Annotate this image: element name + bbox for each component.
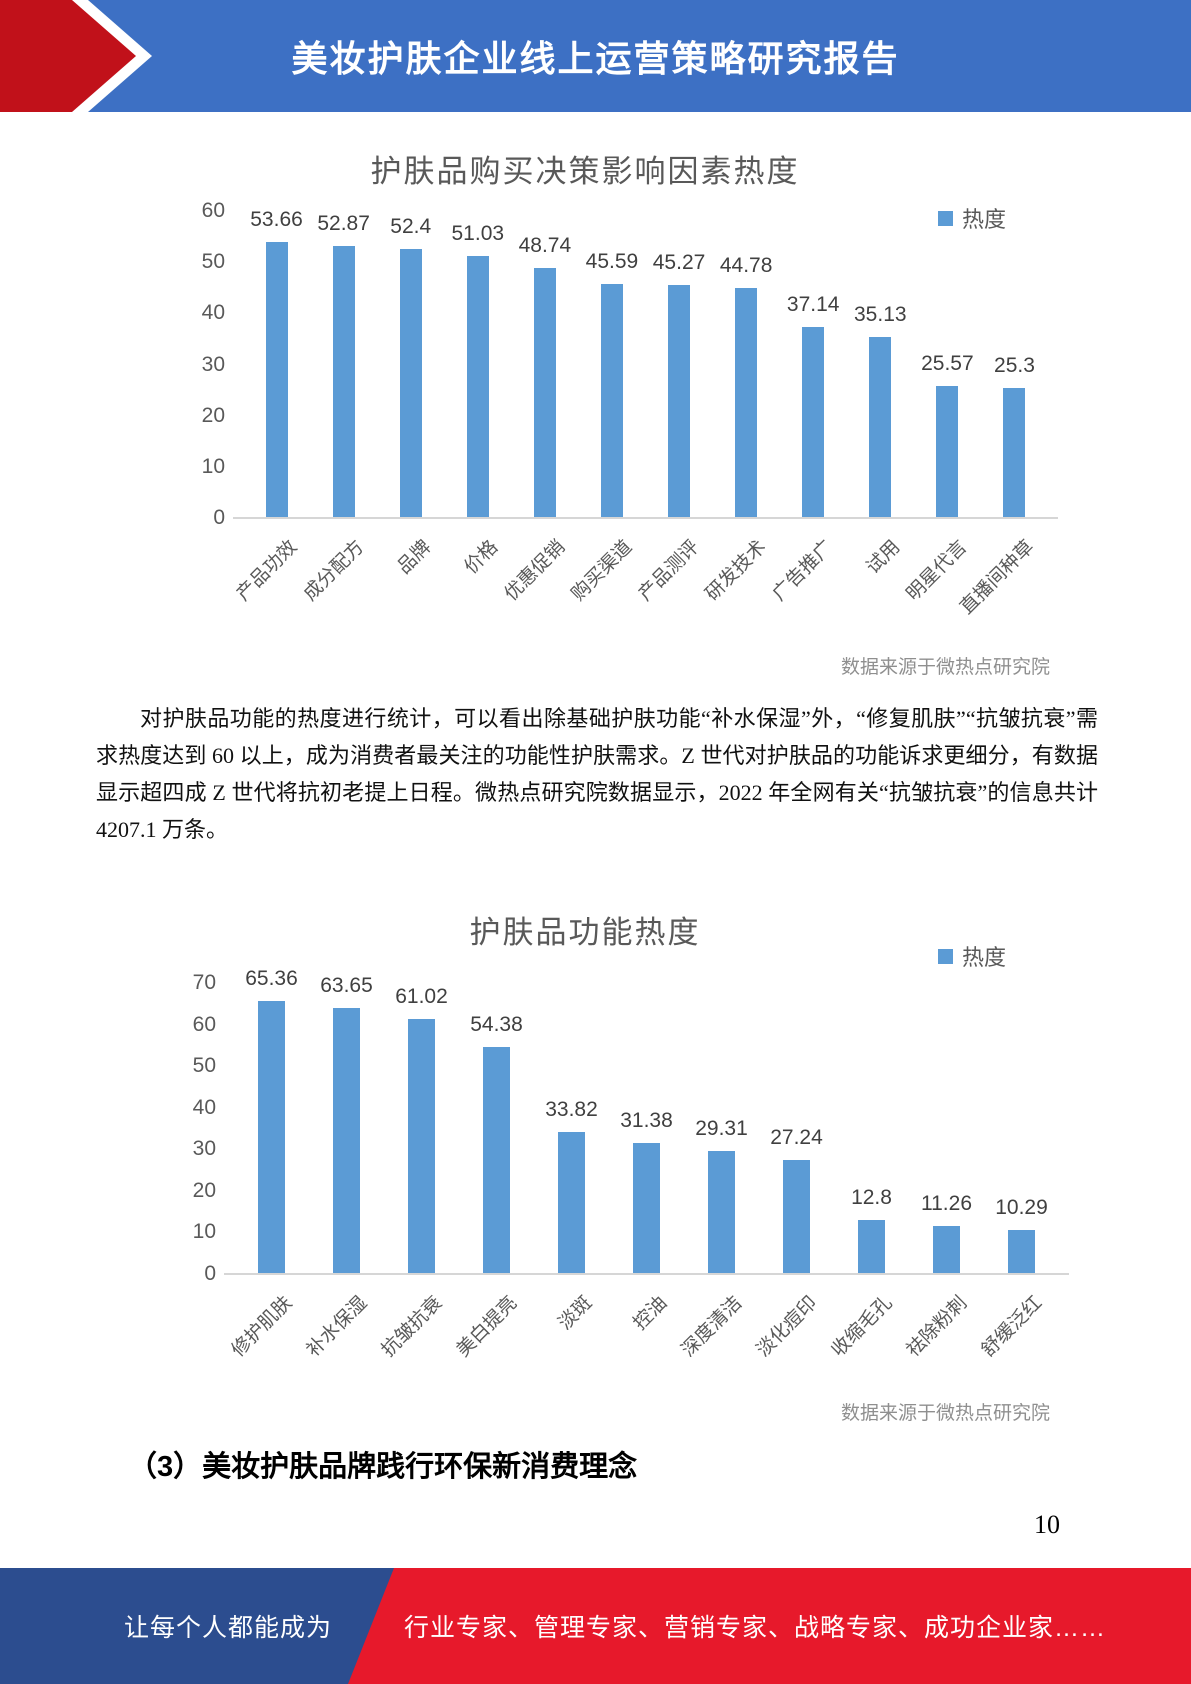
page-header: 美妆护肤企业线上运营策略研究报告: [0, 0, 1191, 112]
bar-value-label: 63.65: [320, 974, 373, 998]
section-heading: （3）美妆护肤品牌践行环保新消费理念: [128, 1451, 638, 1483]
bar-value-label: 54.38: [470, 1012, 523, 1036]
red-arrow-icon: [0, 0, 152, 112]
x-axis-line: [233, 517, 1058, 519]
bar: [783, 1159, 810, 1273]
bar: [1003, 387, 1026, 517]
page-number: 10: [1034, 1510, 1060, 1539]
legend-swatch-icon: [938, 948, 953, 964]
bar-value-label: 35.13: [854, 303, 907, 327]
y-axis-tick-label: 10: [192, 1220, 216, 1244]
chart-source-note: 数据来源于微热点研究院: [840, 657, 1050, 678]
y-axis-tick-label: 40: [201, 301, 225, 325]
category-label: 抗皱抗衰: [377, 1292, 446, 1362]
bar-value-label: 29.31: [695, 1117, 748, 1141]
bar: [633, 1142, 660, 1273]
bar-value-label: 45.59: [585, 249, 639, 273]
y-axis-tick-label: 30: [192, 1137, 216, 1161]
chart-title: 护肤品功能热度: [469, 915, 701, 950]
footer-slogan-left: 让每个人都能成为: [123, 1614, 332, 1642]
y-axis-tick-label: 40: [192, 1095, 216, 1119]
bar-value-label: 10.29: [995, 1196, 1048, 1220]
bar-value-label: 25.3: [994, 353, 1035, 377]
bar: [933, 1226, 960, 1273]
body-paragraph: 对护肤品功能的热度进行统计，可以看出除基础护肤功能“补水保湿”外，“修复肌肤”“…: [96, 706, 1098, 842]
bar-value-label: 61.02: [395, 985, 448, 1009]
bar-value-label: 51.03: [451, 221, 505, 245]
y-axis-tick-label: 20: [192, 1178, 216, 1202]
footer-slogan-right: 行业专家、管理专家、营销专家、战略专家、成功企业家……: [404, 1614, 1107, 1642]
y-axis-tick-label: 30: [201, 352, 225, 376]
bar: [466, 255, 489, 517]
bar: [265, 242, 288, 517]
bar-value-label: 31.38: [620, 1108, 673, 1132]
bar: [332, 246, 355, 517]
bar: [600, 283, 623, 517]
bar-value-label: 53.66: [250, 208, 303, 232]
bar: [735, 287, 758, 517]
bar: [333, 1008, 360, 1273]
bar-value-label: 65.36: [245, 967, 298, 991]
y-axis-tick-label: 70: [192, 971, 216, 994]
category-label: 美白提亮: [452, 1292, 521, 1362]
chart-source-note: 数据来源于微热点研究院: [840, 1403, 1050, 1424]
legend-label: 热度: [962, 945, 1007, 970]
page-footer: 让每个人都能成为 行业专家、管理专家、营销专家、战略专家、成功企业家……: [0, 1568, 1191, 1684]
bar: [1008, 1230, 1035, 1273]
y-axis-tick-label: 50: [192, 1054, 216, 1078]
footer-blue-band: [0, 1568, 394, 1684]
bar: [533, 267, 556, 517]
chart-title: 护肤品购买决策影响因素热度: [370, 154, 800, 189]
chart-skincare-function-heat: 护肤品功能热度 热度 0 10 20 30 40 50 60 70 65.36 修护肌肤 63.65…: [170, 855, 1070, 1395]
y-axis-tick-label: 0: [204, 1262, 216, 1285]
bar: [869, 337, 892, 517]
category-label: 补水保湿: [302, 1292, 371, 1362]
bar: [408, 1019, 435, 1273]
bar-value-label: 37.14: [786, 292, 840, 316]
chart-legend: 热度: [938, 202, 1006, 234]
page-title: 美妆护肤企业线上运营策略研究报告: [291, 38, 900, 79]
bar: [483, 1046, 510, 1273]
bar-value-label: 48.74: [518, 233, 572, 257]
bar: [668, 285, 691, 517]
bar-value-label: 25.57: [921, 352, 974, 376]
bar: [258, 1001, 285, 1273]
chart-purchase-decision-factors: 护肤品购买决策影响因素热度 热度 0 10 20 30 40 50 60 53.66 产品功效 5…: [170, 140, 1070, 700]
bar-value-label: 27.24: [770, 1125, 823, 1149]
bar-value-label: 33.82: [545, 1098, 598, 1122]
bar-value-label: 11.26: [921, 1192, 972, 1216]
category-label: 淡斑: [554, 1292, 596, 1335]
y-axis-tick-label: 50: [201, 250, 225, 274]
y-axis-tick-label: 10: [201, 454, 225, 478]
bar: [858, 1219, 885, 1273]
bar: [936, 386, 959, 517]
bar-value-label: 52.87: [317, 212, 370, 236]
category-label: 修护肌肤: [227, 1292, 296, 1362]
legend-swatch-icon: [938, 210, 953, 226]
x-axis-line: [224, 1273, 1069, 1275]
y-axis-tick-label: 60: [201, 199, 225, 222]
chart-legend: 热度: [938, 940, 1006, 972]
bar-value-label: 52.4: [390, 214, 432, 238]
legend-label: 热度: [962, 207, 1007, 232]
bar: [399, 248, 422, 517]
bar: [708, 1151, 735, 1273]
bar: [802, 326, 825, 517]
y-axis-tick-label: 0: [213, 506, 225, 529]
bar-value-label: 45.27: [652, 251, 706, 275]
bar-value-label: 44.78: [719, 253, 773, 277]
bar-value-label: 12.8: [851, 1185, 892, 1209]
y-axis-tick-label: 20: [201, 403, 225, 427]
bar: [558, 1132, 585, 1273]
y-axis-tick-label: 60: [192, 1012, 216, 1036]
